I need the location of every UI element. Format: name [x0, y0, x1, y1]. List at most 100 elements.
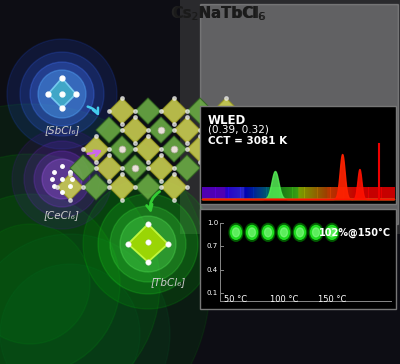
Bar	[200, 4, 398, 224]
Bar	[328, 182, 390, 186]
Ellipse shape	[262, 225, 274, 240]
Circle shape	[0, 234, 170, 364]
Circle shape	[0, 154, 160, 364]
Polygon shape	[187, 136, 213, 162]
Ellipse shape	[232, 228, 240, 237]
Polygon shape	[70, 155, 96, 181]
Text: 150 °C: 150 °C	[318, 295, 346, 304]
Polygon shape	[96, 117, 122, 143]
Text: 1.0: 1.0	[207, 220, 218, 226]
Ellipse shape	[264, 228, 272, 237]
Bar	[200, 209, 396, 309]
Polygon shape	[213, 98, 239, 124]
Polygon shape	[57, 174, 83, 200]
Polygon shape	[109, 136, 135, 162]
Ellipse shape	[245, 223, 259, 241]
Ellipse shape	[326, 225, 338, 240]
Text: 100 °C: 100 °C	[270, 295, 298, 304]
Polygon shape	[200, 117, 226, 143]
Polygon shape	[135, 136, 161, 162]
Polygon shape	[128, 224, 168, 262]
Ellipse shape	[246, 225, 258, 240]
Text: Cs$_2$NaTbCl$_6$: Cs$_2$NaTbCl$_6$	[170, 5, 266, 23]
Polygon shape	[284, 178, 292, 186]
Polygon shape	[83, 174, 109, 200]
Polygon shape	[264, 127, 280, 182]
Ellipse shape	[296, 228, 304, 237]
Polygon shape	[284, 143, 292, 182]
Circle shape	[120, 216, 176, 272]
Circle shape	[110, 206, 186, 282]
Ellipse shape	[229, 223, 243, 241]
Polygon shape	[109, 174, 135, 200]
Circle shape	[12, 129, 112, 229]
Polygon shape	[174, 155, 200, 181]
Polygon shape	[215, 158, 268, 182]
Polygon shape	[48, 78, 76, 108]
Circle shape	[98, 194, 198, 294]
Polygon shape	[148, 155, 174, 181]
Polygon shape	[96, 155, 122, 181]
Ellipse shape	[230, 225, 242, 240]
Ellipse shape	[310, 225, 322, 240]
Ellipse shape	[312, 228, 320, 237]
Bar	[210, 186, 395, 196]
Circle shape	[20, 52, 104, 136]
Circle shape	[30, 62, 94, 126]
Polygon shape	[122, 155, 148, 181]
Circle shape	[83, 179, 213, 309]
Polygon shape	[122, 117, 148, 143]
Polygon shape	[135, 98, 161, 124]
Polygon shape	[109, 98, 135, 124]
Polygon shape	[161, 136, 187, 162]
Text: 0.7: 0.7	[207, 244, 218, 249]
Polygon shape	[161, 98, 187, 124]
Ellipse shape	[325, 223, 339, 241]
Circle shape	[0, 194, 120, 364]
Polygon shape	[280, 127, 296, 182]
Text: Cs$_2$NaTbCl$_6$: Cs$_2$NaTbCl$_6$	[172, 5, 264, 23]
Text: WLED: WLED	[208, 114, 246, 127]
Ellipse shape	[294, 225, 306, 240]
Ellipse shape	[293, 223, 307, 241]
Circle shape	[38, 70, 86, 118]
Polygon shape	[268, 143, 276, 182]
Polygon shape	[300, 178, 308, 186]
Polygon shape	[296, 127, 312, 182]
Circle shape	[7, 39, 117, 149]
Polygon shape	[174, 117, 200, 143]
Polygon shape	[161, 174, 187, 200]
Ellipse shape	[280, 228, 288, 237]
Polygon shape	[187, 98, 213, 124]
Polygon shape	[148, 117, 174, 143]
Bar	[215, 182, 268, 186]
Ellipse shape	[248, 228, 256, 237]
Polygon shape	[83, 136, 109, 162]
Text: 50 °C: 50 °C	[224, 295, 248, 304]
Ellipse shape	[309, 223, 323, 241]
Polygon shape	[312, 127, 328, 182]
Polygon shape	[135, 174, 161, 200]
Text: Cs$_2$NaTbCl$_6$: Cs$_2$NaTbCl$_6$	[170, 5, 266, 23]
Circle shape	[0, 264, 140, 364]
Text: CCT = 3081 K: CCT = 3081 K	[208, 136, 287, 146]
Circle shape	[42, 159, 82, 199]
Ellipse shape	[328, 228, 336, 237]
Text: 0.4: 0.4	[207, 267, 218, 273]
Text: [CeCl₆]: [CeCl₆]	[44, 210, 80, 220]
Polygon shape	[316, 178, 324, 186]
Text: [TbCl₆]: [TbCl₆]	[150, 277, 186, 287]
Ellipse shape	[261, 223, 275, 241]
Text: (0.39, 0.32): (0.39, 0.32)	[208, 125, 269, 135]
Circle shape	[24, 141, 100, 217]
Circle shape	[0, 224, 90, 344]
Text: 0.1: 0.1	[207, 290, 218, 296]
Ellipse shape	[277, 223, 291, 241]
Bar	[200, 106, 396, 204]
Text: [SbCl₆]: [SbCl₆]	[44, 125, 80, 135]
Bar	[210, 181, 395, 186]
Ellipse shape	[278, 225, 290, 240]
Polygon shape	[316, 143, 324, 182]
Circle shape	[0, 104, 210, 364]
Polygon shape	[300, 143, 308, 182]
